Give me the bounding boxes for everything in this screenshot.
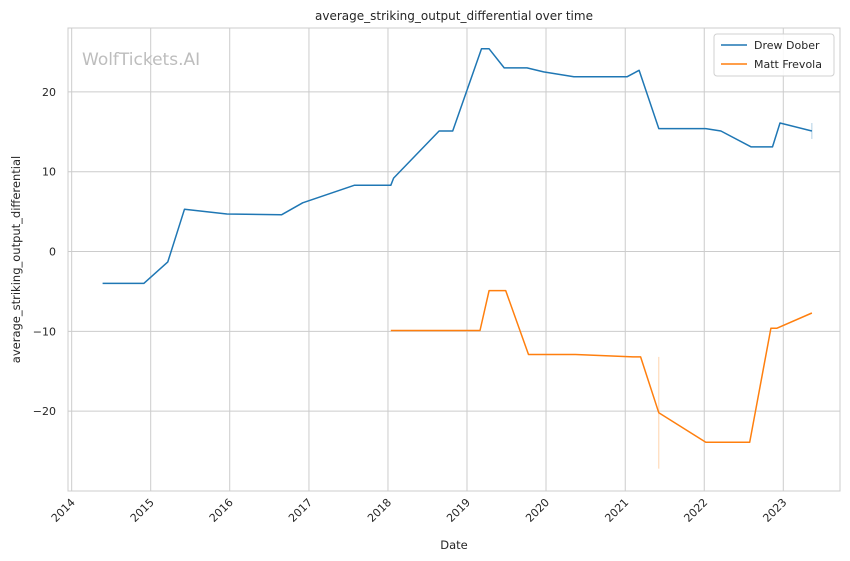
y-tick-label: 10 (42, 166, 56, 179)
legend-label: Matt Frevola (754, 58, 822, 71)
plot-background (68, 28, 840, 491)
legend-label: Drew Dober (754, 39, 820, 52)
series-line-0 (102, 48, 813, 285)
series-line-1 (390, 289, 813, 444)
y-tick-label: 20 (42, 86, 56, 99)
plot-frame (67, 27, 841, 492)
y-tick-label: −10 (33, 325, 56, 338)
y-axis-title: average_striking_output_differential (9, 156, 23, 363)
y-axis-tick-labels: 20 10 0 −10 −20 (33, 86, 56, 418)
x-gridlines (71, 28, 784, 491)
y-tick-label: 0 (49, 246, 56, 259)
plot-area: WolfTickets.AI (67, 27, 841, 492)
x-axis-title: Date (440, 538, 468, 552)
y-gridlines (68, 91, 840, 412)
series-layer (102, 48, 813, 469)
legend: Drew Dober Matt Frevola (713, 33, 835, 77)
chart-title: average_striking_output_differential ove… (315, 9, 593, 23)
watermark-text: WolfTickets.AI (82, 50, 200, 70)
y-tick-label: −20 (33, 405, 56, 418)
